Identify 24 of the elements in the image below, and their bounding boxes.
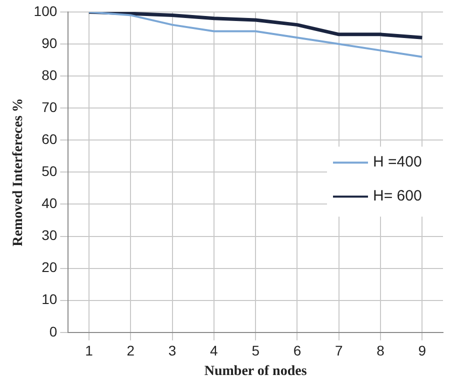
x-tick-label: 4 <box>210 342 218 359</box>
x-tick-label: 1 <box>85 342 94 359</box>
y-tick-label: 0 <box>49 323 58 340</box>
y-tick-label: 20 <box>42 259 58 276</box>
x-tick-label: 6 <box>293 342 302 359</box>
x-tick-label: 7 <box>334 342 343 359</box>
y-tick-label: 80 <box>42 66 58 83</box>
x-tick-label: 8 <box>376 342 385 359</box>
legend-label: H =400 <box>373 154 422 171</box>
y-tick-label: 100 <box>34 2 58 19</box>
x-tick-label: 3 <box>168 342 176 359</box>
y-tick-label: 60 <box>42 131 58 148</box>
x-axis-title: Number of nodes <box>204 364 308 380</box>
y-tick-label: 70 <box>42 98 58 115</box>
y-axis-title: Removed Interfereces % <box>11 98 26 246</box>
legend-label: H= 600 <box>373 188 422 205</box>
y-tick-label: 30 <box>42 227 58 244</box>
x-tick-label: 9 <box>418 342 426 359</box>
y-tick-label: 10 <box>42 291 58 308</box>
x-tick-label: 2 <box>126 342 135 359</box>
y-tick-label: 90 <box>42 34 58 51</box>
x-tick-label: 5 <box>252 342 260 359</box>
y-tick-label: 40 <box>42 195 58 212</box>
y-tick-label: 50 <box>42 163 58 180</box>
